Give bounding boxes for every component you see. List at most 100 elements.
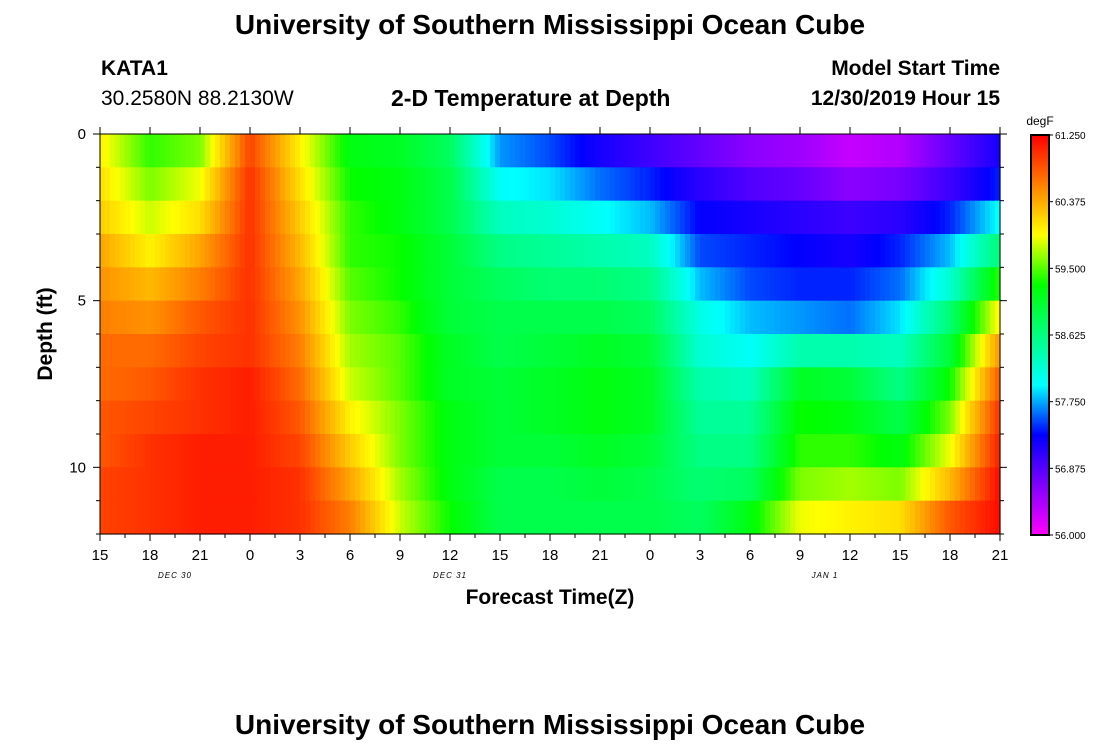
heat-cell <box>675 400 681 435</box>
heat-cell <box>840 300 846 335</box>
heat-cell <box>815 467 821 502</box>
heat-cell <box>630 467 636 502</box>
heat-cell <box>630 300 636 335</box>
heat-cell <box>685 234 691 268</box>
heat-cell <box>395 300 401 335</box>
heat-cell <box>505 367 511 402</box>
heat-cell <box>680 334 686 368</box>
heat-cell <box>950 267 956 302</box>
heat-cell <box>680 367 686 402</box>
heat-cell <box>450 467 456 502</box>
heat-cell <box>990 167 996 202</box>
heat-cell <box>615 334 621 368</box>
heat-cell <box>405 167 411 202</box>
heat-cell <box>390 500 396 535</box>
heat-cell <box>125 267 131 302</box>
heat-cell <box>640 500 646 535</box>
heat-cell <box>690 267 696 302</box>
heat-cell <box>210 134 216 168</box>
heat-cell <box>265 400 271 435</box>
heat-cell <box>545 267 551 302</box>
heat-cell <box>730 400 736 435</box>
heat-cell <box>565 234 571 268</box>
heat-cell <box>520 467 526 502</box>
heat-cell <box>695 300 701 335</box>
heat-cell <box>820 400 826 435</box>
heat-cell <box>645 167 651 202</box>
heat-cell <box>540 400 546 435</box>
heat-cell <box>315 234 321 268</box>
station-coordinates: 30.2580N 88.2130W <box>101 87 294 110</box>
heat-cell <box>150 300 156 335</box>
heat-cell <box>140 267 146 302</box>
heat-cell <box>385 267 391 302</box>
heat-cell <box>475 334 481 368</box>
heat-cell <box>915 434 921 468</box>
heat-cell <box>205 300 211 335</box>
heat-cell <box>240 300 246 335</box>
heat-cell <box>105 134 111 168</box>
heat-cell <box>755 234 761 268</box>
heat-cell <box>310 200 316 235</box>
colorbar-label: 56.875 <box>1055 464 1086 475</box>
heat-cell <box>655 134 661 168</box>
heat-cell <box>955 234 961 268</box>
heat-cell <box>375 134 381 168</box>
heat-cell <box>660 434 666 468</box>
heat-cell <box>510 200 516 235</box>
heat-cell <box>395 200 401 235</box>
heat-cell <box>955 267 961 302</box>
heat-cell <box>760 167 766 202</box>
heat-cell <box>160 200 166 235</box>
heat-cell <box>750 367 756 402</box>
heat-cell <box>510 134 516 168</box>
heat-cell <box>715 267 721 302</box>
heat-cell <box>705 300 711 335</box>
heat-cell <box>560 400 566 435</box>
heat-cell <box>535 200 541 235</box>
heat-cell <box>575 200 581 235</box>
heat-cell <box>470 467 476 502</box>
heat-cell <box>185 200 191 235</box>
heat-cell <box>395 467 401 502</box>
heat-cell <box>220 300 226 335</box>
heat-cell <box>255 467 261 502</box>
heat-cell <box>330 300 336 335</box>
heat-cell <box>530 267 536 302</box>
heat-cell <box>140 300 146 335</box>
heat-cell <box>230 267 236 302</box>
heat-cell <box>965 167 971 202</box>
heat-cell <box>525 267 531 302</box>
heat-cell <box>345 500 351 535</box>
heat-cell <box>605 434 611 468</box>
heat-cell <box>935 267 941 302</box>
heat-cell <box>680 167 686 202</box>
heat-cell <box>505 400 511 435</box>
heat-cell <box>875 400 881 435</box>
heat-cell <box>280 400 286 435</box>
heat-cell <box>640 167 646 202</box>
heat-cell <box>950 334 956 368</box>
heat-cell <box>670 400 676 435</box>
heat-cell <box>690 467 696 502</box>
heat-cell <box>725 267 731 302</box>
heat-cell <box>815 500 821 535</box>
heat-cell <box>125 167 131 202</box>
heat-cell <box>395 400 401 435</box>
heat-cell <box>160 267 166 302</box>
heat-cell <box>150 334 156 368</box>
heat-cell <box>380 134 386 168</box>
heat-cell <box>580 300 586 335</box>
heat-cell <box>195 500 201 535</box>
heat-cell <box>880 434 886 468</box>
heat-cell <box>825 134 831 168</box>
heat-cell <box>465 434 471 468</box>
heat-cell <box>495 434 501 468</box>
heat-cell <box>695 200 701 235</box>
heat-cell <box>575 434 581 468</box>
heat-cell <box>650 500 656 535</box>
heat-cell <box>210 500 216 535</box>
heat-cell <box>710 400 716 435</box>
heat-cell <box>975 267 981 302</box>
heat-cell <box>150 134 156 168</box>
